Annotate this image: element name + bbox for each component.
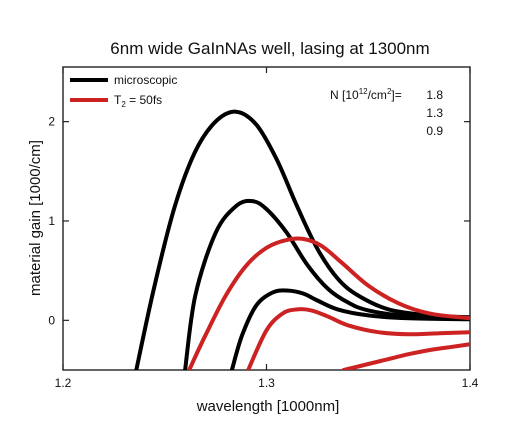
series-lines — [134, 109, 470, 370]
series-line-microscopic-1-3 — [183, 198, 470, 370]
tick-labels: 1.2 1.3 1.4 0 1 2 — [48, 115, 478, 390]
legend-label-t2: T2 = 50fs — [114, 93, 162, 109]
legend: microscopic T2 = 50fs — [70, 73, 177, 109]
plot-frame — [62, 66, 471, 371]
chart-title: 6nm wide GaInNAs well, lasing at 1300nm — [110, 39, 429, 58]
x-axis-label: wavelength [1000nm] — [196, 398, 340, 415]
legend-label-microscopic: microscopic — [114, 73, 177, 87]
x-tick-label-0: 1.2 — [55, 376, 72, 390]
series-line-microscopic-0-9 — [229, 288, 470, 370]
density-value-1: 1.8 — [426, 88, 443, 102]
y-tick-label-0: 0 — [48, 313, 55, 327]
series-line-t2-1-8 — [187, 236, 470, 370]
density-label: N [1012/cm2]= — [330, 87, 402, 102]
series-line-t2-1-3 — [246, 307, 470, 370]
x-tick-label-2: 1.4 — [462, 376, 479, 390]
density-value-3: 0.9 — [426, 124, 443, 138]
y-tick-label-2: 2 — [48, 115, 55, 129]
series-line-microscopic-1-8 — [134, 109, 470, 370]
series-line-t2-0-9 — [341, 342, 470, 370]
density-value-2: 1.3 — [426, 106, 443, 120]
axis-ticks — [62, 67, 471, 370]
y-axis-label: material gain [1000/cm] — [27, 140, 44, 296]
x-tick-label-1: 1.3 — [258, 376, 275, 390]
y-tick-label-1: 1 — [48, 214, 55, 228]
density-annotation: N [1012/cm2]= 1.8 1.3 0.9 — [330, 87, 443, 138]
